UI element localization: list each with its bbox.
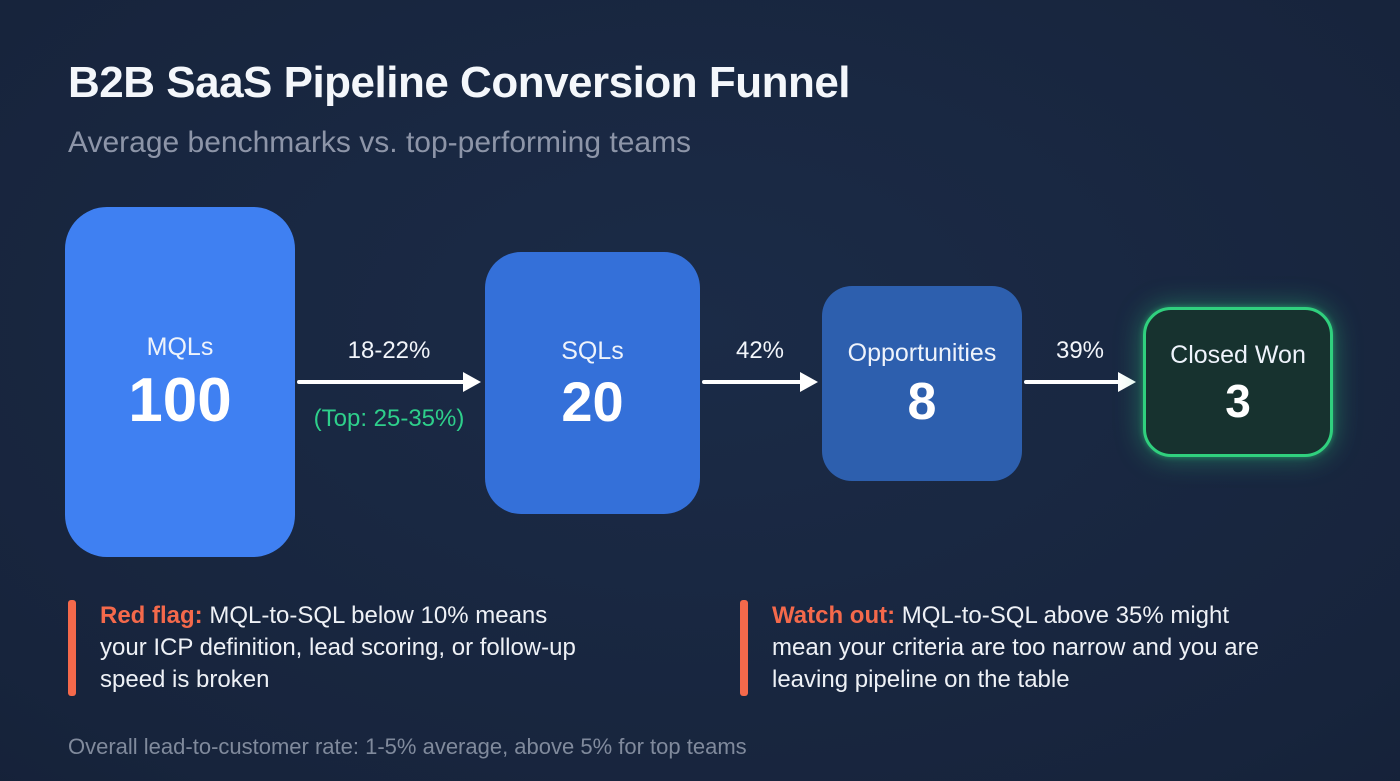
overall-rate-note: Overall lead-to-customer rate: 1-5% aver…	[68, 734, 747, 759]
arrow-right-icon	[702, 372, 818, 392]
callout-watch-out: Watch out: MQL-to-SQL above 35% might me…	[740, 600, 1340, 696]
arrow-right-icon	[1024, 372, 1136, 392]
callout-body: MQL-to-SQL below 10% means your ICP defi…	[100, 602, 576, 693]
conversion-rate-label: 42%	[735, 337, 785, 364]
callout-text: Watch out: MQL-to-SQL above 35% might me…	[772, 600, 1259, 696]
callout-accent-bar	[740, 600, 748, 696]
page-title: B2B SaaS Pipeline Conversion Funnel	[68, 58, 851, 107]
conversion-rate-label: 39%	[1055, 337, 1105, 364]
funnel-stage-closed-won: Closed Won 3	[1143, 307, 1333, 457]
funnel-stage-opportunities: Opportunities 8	[822, 286, 1022, 481]
transition-sqls-to-opportunities: 42%	[702, 336, 818, 398]
callout-body: MQL-to-SQL above 35% might mean your cri…	[772, 602, 1259, 693]
callout-accent-bar	[68, 600, 76, 696]
page-subtitle: Average benchmarks vs. top-performing te…	[68, 126, 692, 159]
transition-mqls-to-sqls: 18-22% (Top: 25-35%)	[297, 336, 481, 434]
callout-label: Red flag:	[100, 602, 203, 629]
funnel-stage-sqls: SQLs 20	[485, 252, 700, 514]
stage-value: 8	[907, 373, 937, 431]
arrow-right-icon	[297, 372, 481, 392]
stage-label: MQLs	[146, 332, 214, 361]
callout-label: Watch out:	[772, 602, 896, 629]
stage-value: 20	[561, 369, 624, 433]
stage-value: 3	[1225, 374, 1251, 427]
callout-text: Red flag: MQL-to-SQL below 10% means you…	[100, 600, 576, 696]
transition-opportunities-to-closed-won: 39%	[1024, 336, 1136, 398]
stage-label: Opportunities	[847, 339, 997, 367]
stage-label: SQLs	[561, 336, 624, 365]
stage-label: Closed Won	[1170, 340, 1306, 369]
callout-red-flag: Red flag: MQL-to-SQL below 10% means you…	[68, 600, 668, 696]
funnel-stage-mqls: MQLs 100	[65, 207, 295, 557]
top-performer-rate-label: (Top: 25-35%)	[313, 405, 465, 432]
conversion-rate-label: 18-22%	[347, 337, 431, 364]
stage-value: 100	[128, 365, 232, 435]
